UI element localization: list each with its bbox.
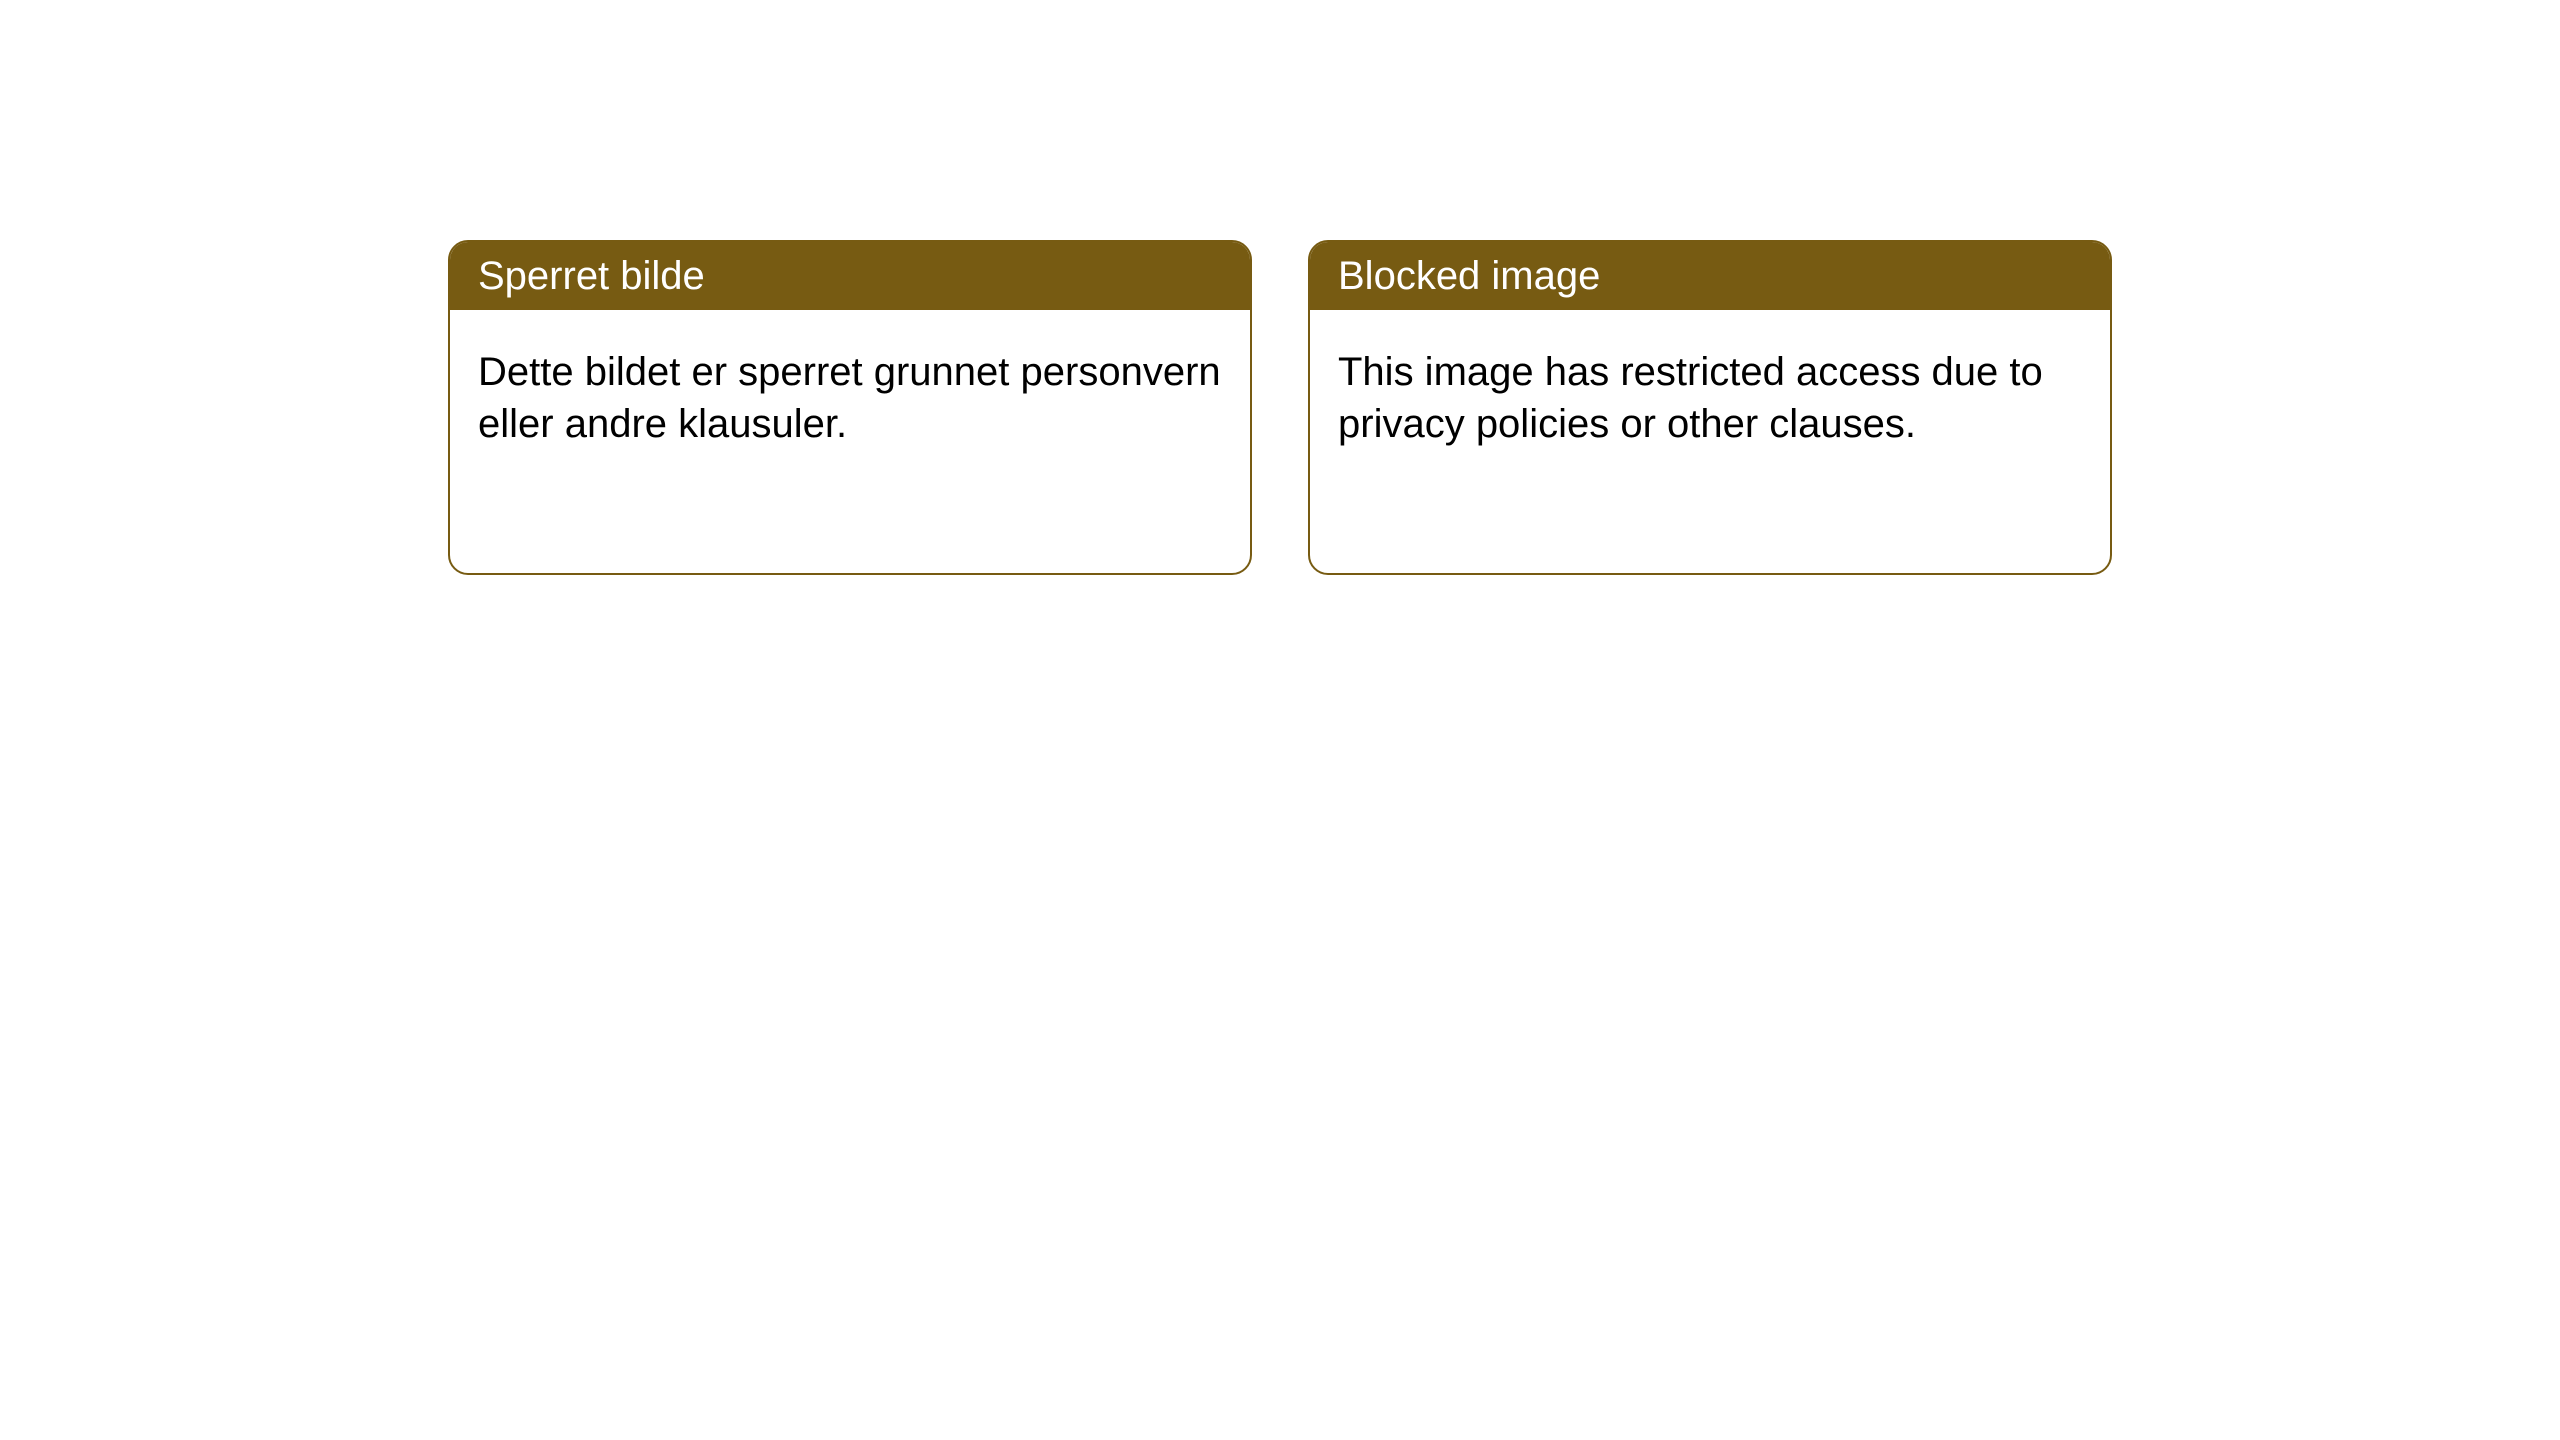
notice-card-norwegian: Sperret bilde Dette bildet er sperret gr… <box>448 240 1252 575</box>
notice-title-english: Blocked image <box>1310 242 2110 310</box>
notice-body-norwegian: Dette bildet er sperret grunnet personve… <box>450 310 1250 486</box>
notice-body-english: This image has restricted access due to … <box>1310 310 2110 486</box>
notice-container: Sperret bilde Dette bildet er sperret gr… <box>448 240 2112 575</box>
notice-title-norwegian: Sperret bilde <box>450 242 1250 310</box>
notice-card-english: Blocked image This image has restricted … <box>1308 240 2112 575</box>
